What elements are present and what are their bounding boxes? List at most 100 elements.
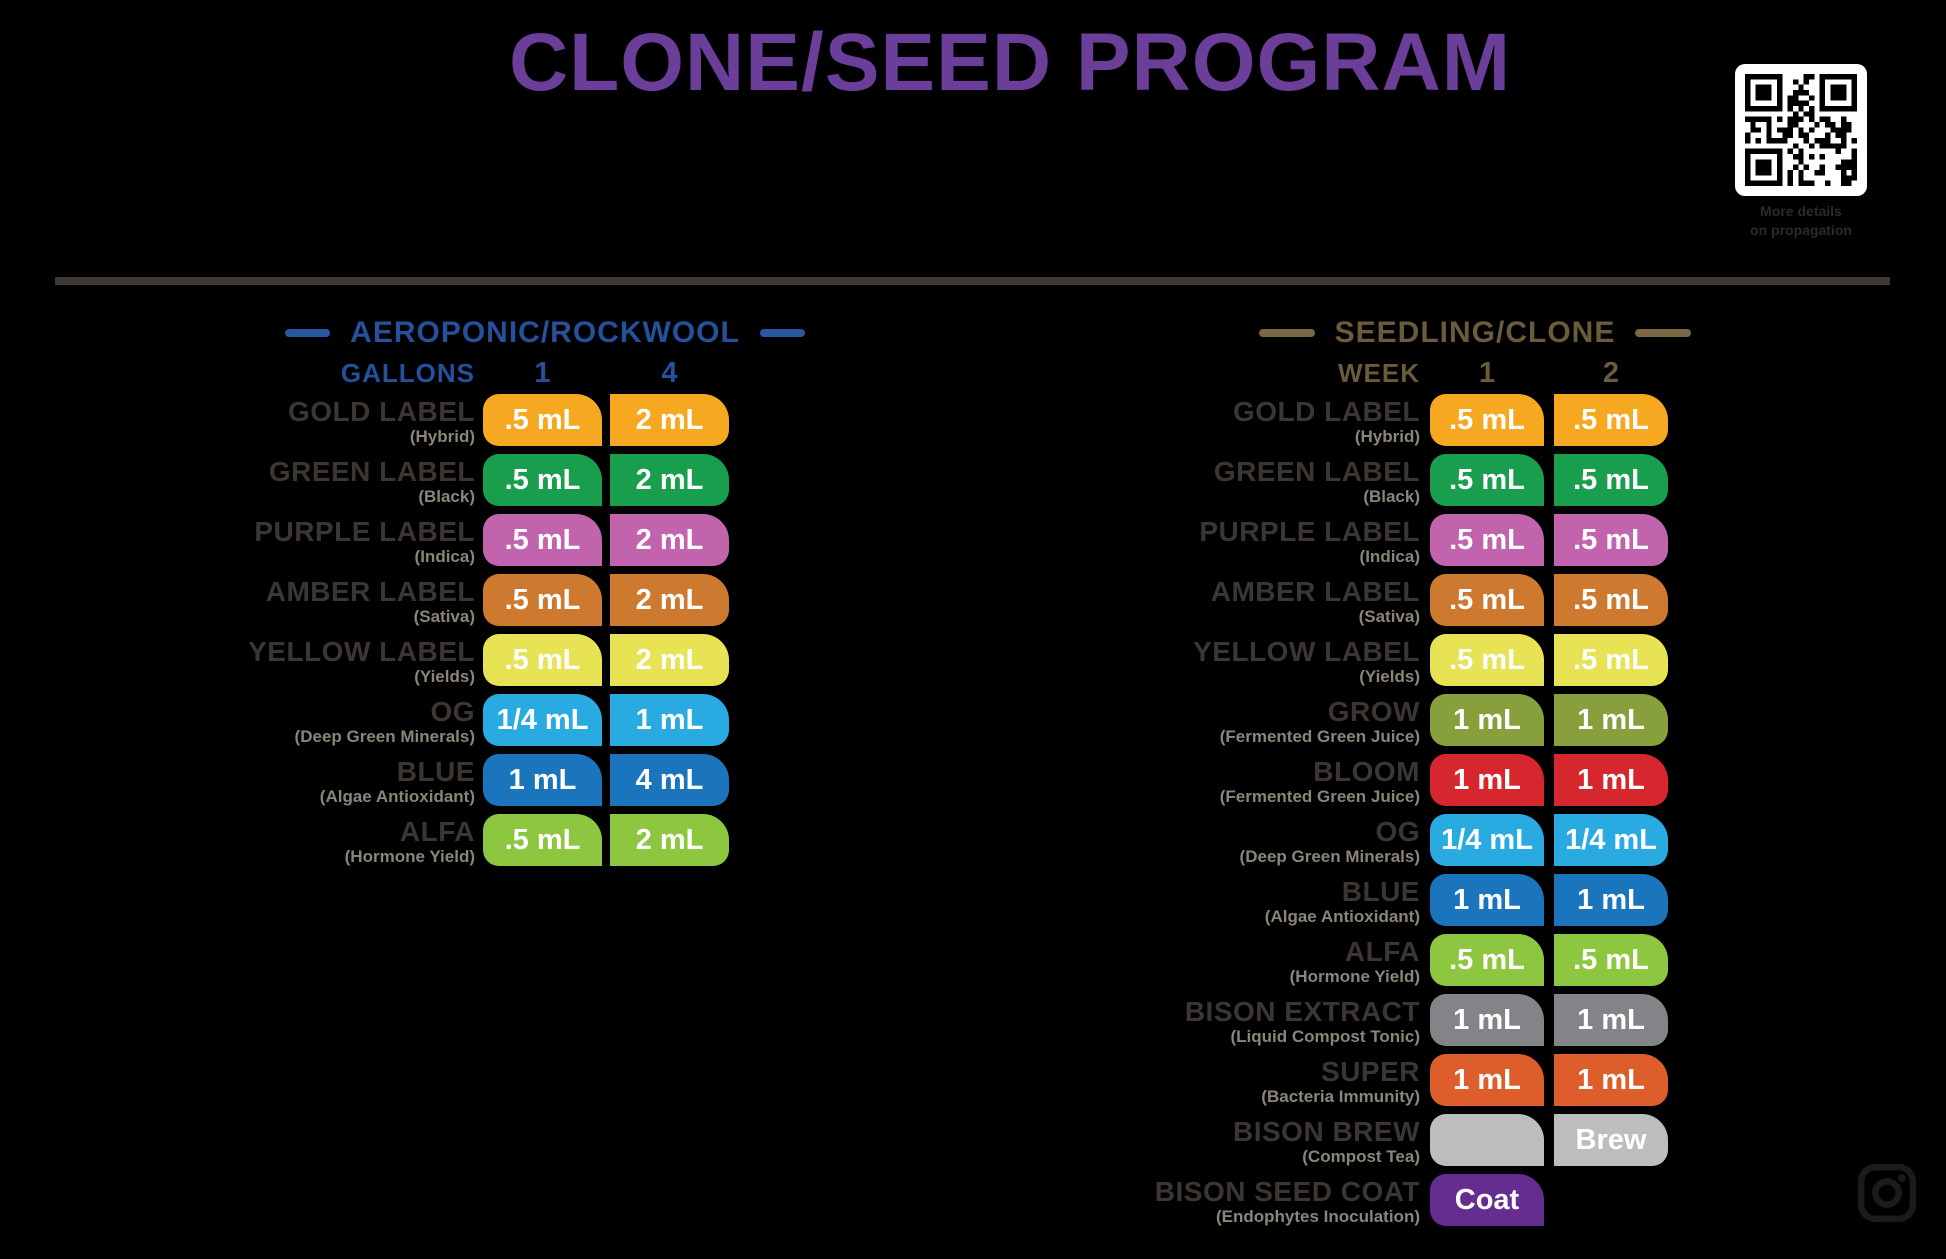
dose-pill: 2 mL <box>610 454 729 506</box>
product-subtitle: (Bacteria Immunity) <box>1261 1087 1420 1107</box>
dose-pill: 2 mL <box>610 814 729 866</box>
product-name: ALFA <box>1344 936 1420 967</box>
empty-cell <box>1554 1174 1668 1226</box>
product-name: ALFA <box>399 816 475 847</box>
dose-pill: 1/4 mL <box>1430 814 1544 866</box>
dose-pill: .5 mL <box>1554 634 1668 686</box>
product-label: GOLD LABEL (Hybrid) <box>1010 394 1420 454</box>
product-subtitle: (Indica) <box>414 547 475 567</box>
product-label: YELLOW LABEL (Yields) <box>1010 634 1420 694</box>
header-dash-left <box>285 329 331 337</box>
product-name: OG <box>1375 816 1420 847</box>
product-name: SUPER <box>1321 1056 1420 1087</box>
table-row: GREEN LABEL (Black) .5 mL .5 mL <box>1010 454 1672 514</box>
column-headers: GALLONS 1 4 <box>60 356 732 390</box>
dose-pill: .5 mL <box>1554 394 1668 446</box>
divider-rule <box>55 277 1890 285</box>
column-2-header: 2 <box>1602 356 1620 389</box>
table-row: BLUE (Algae Antioxidant) 1 mL 1 mL <box>1010 874 1672 934</box>
dose-pill: 2 mL <box>610 634 729 686</box>
dose-pill: 1 mL <box>1554 874 1668 926</box>
table-row: YELLOW LABEL (Yields) .5 mL .5 mL <box>1010 634 1672 694</box>
header-dash-left <box>1258 329 1315 337</box>
table-row: GROW (Fermented Green Juice) 1 mL 1 mL <box>1010 694 1672 754</box>
dose-pill: .5 mL <box>483 814 602 866</box>
dose-pill: 1 mL <box>1554 754 1668 806</box>
dose-pill: 1 mL <box>483 754 602 806</box>
dose-pill: .5 mL <box>483 514 602 566</box>
dose-pill: 2 mL <box>610 514 729 566</box>
dose-pill: Brew <box>1554 1114 1668 1166</box>
table-row: GREEN LABEL (Black) .5 mL 2 mL <box>60 454 732 514</box>
unit-label: GALLONS <box>340 357 475 388</box>
product-subtitle: (Black) <box>1363 487 1420 507</box>
dose-pill: 1 mL <box>1430 754 1544 806</box>
table-header: SEEDLING/CLONE <box>1205 316 1745 349</box>
product-name: GREEN LABEL <box>1213 456 1420 487</box>
product-subtitle: (Yields) <box>1359 667 1420 687</box>
product-subtitle: (Hormone Yield) <box>1289 967 1420 987</box>
product-label: BISON BREW (Compost Tea) <box>1010 1114 1420 1174</box>
product-name: BLUE <box>1341 876 1420 907</box>
product-subtitle: (Algae Antioxidant) <box>1264 907 1420 927</box>
dose-pill: 1 mL <box>1554 1054 1668 1106</box>
product-name: YELLOW LABEL <box>248 636 475 667</box>
product-name: YELLOW LABEL <box>1193 636 1420 667</box>
dose-pill: .5 mL <box>1430 934 1544 986</box>
product-label: BLOOM (Fermented Green Juice) <box>1010 754 1420 814</box>
dose-pill: .5 mL <box>1430 514 1544 566</box>
product-name: BISON SEED COAT <box>1154 1176 1420 1207</box>
column-1-header: 1 <box>1478 356 1496 389</box>
product-name: BISON BREW <box>1233 1116 1420 1147</box>
dose-pill: 1 mL <box>1430 874 1544 926</box>
table-row: SUPER (Bacteria Immunity) 1 mL 1 mL <box>1010 1054 1672 1114</box>
product-name: GOLD LABEL <box>1233 396 1420 427</box>
table-row: AMBER LABEL (Sativa) .5 mL 2 mL <box>60 574 732 634</box>
product-label: OG (Deep Green Minerals) <box>60 694 475 754</box>
product-label: AMBER LABEL (Sativa) <box>1010 574 1420 634</box>
product-subtitle: (Black) <box>418 487 475 507</box>
table-row: BLUE (Algae Antioxidant) 1 mL 4 mL <box>60 754 732 814</box>
table-row: BISON BREW (Compost Tea) Brew <box>1010 1114 1672 1174</box>
product-name: GREEN LABEL <box>268 456 475 487</box>
dose-pill: 2 mL <box>610 394 729 446</box>
product-subtitle: (Hybrid) <box>1354 427 1420 447</box>
product-label: GREEN LABEL (Black) <box>1010 454 1420 514</box>
seedling-clone-table: SEEDLING/CLONE WEEK 1 2 GOLD LABEL (Hybri… <box>1010 316 1692 1234</box>
product-label: GOLD LABEL (Hybrid) <box>60 394 475 454</box>
product-label: BLUE (Algae Antioxidant) <box>1010 874 1420 934</box>
aeroponic-rockwool-table: AEROPONIC/ROCKWOOL GALLONS 1 4 GOLD LABE… <box>60 316 805 874</box>
header-dash-right <box>1635 329 1692 337</box>
table-title: SEEDLING/CLONE <box>1334 316 1616 349</box>
product-subtitle: (Indica) <box>1359 547 1420 567</box>
table-row: YELLOW LABEL (Yields) .5 mL 2 mL <box>60 634 732 694</box>
table-title: AEROPONIC/ROCKWOOL <box>350 316 740 349</box>
dose-pill: 1 mL <box>1554 994 1668 1046</box>
dose-pill: Coat <box>1430 1174 1544 1226</box>
column-headers: WEEK 1 2 <box>1010 356 1672 390</box>
dose-pill: .5 mL <box>1430 574 1544 626</box>
dose-pill <box>1430 1114 1544 1166</box>
product-subtitle: (Deep Green Minerals) <box>294 727 475 747</box>
qr-caption-line2: on propagation <box>1750 221 1852 238</box>
table-row: GOLD LABEL (Hybrid) .5 mL .5 mL <box>1010 394 1672 454</box>
product-label: PURPLE LABEL (Indica) <box>1010 514 1420 574</box>
product-subtitle: (Hormone Yield) <box>344 847 475 867</box>
unit-label: WEEK <box>1338 357 1420 388</box>
product-subtitle: (Sativa) <box>1358 607 1420 627</box>
dose-pill: 4 mL <box>610 754 729 806</box>
table-row: BISON SEED COAT (Endophytes Inoculation) C… <box>1010 1174 1672 1234</box>
table-row: BLOOM (Fermented Green Juice) 1 mL 1 mL <box>1010 754 1672 814</box>
product-subtitle: (Yields) <box>414 667 475 687</box>
dose-pill: 1/4 mL <box>483 694 602 746</box>
product-name: GOLD LABEL <box>288 396 475 427</box>
product-label: BISON EXTRACT (Liquid Compost Tonic) <box>1010 994 1420 1054</box>
dose-pill: 1 mL <box>1430 694 1544 746</box>
product-label: ALFA (Hormone Yield) <box>60 814 475 874</box>
product-label: GREEN LABEL (Black) <box>60 454 475 514</box>
table-row: GOLD LABEL (Hybrid) .5 mL 2 mL <box>60 394 732 454</box>
product-subtitle: (Sativa) <box>413 607 475 627</box>
product-subtitle: (Fermented Green Juice) <box>1219 727 1420 747</box>
dose-pill: .5 mL <box>1554 574 1668 626</box>
dose-pill: .5 mL <box>1554 454 1668 506</box>
